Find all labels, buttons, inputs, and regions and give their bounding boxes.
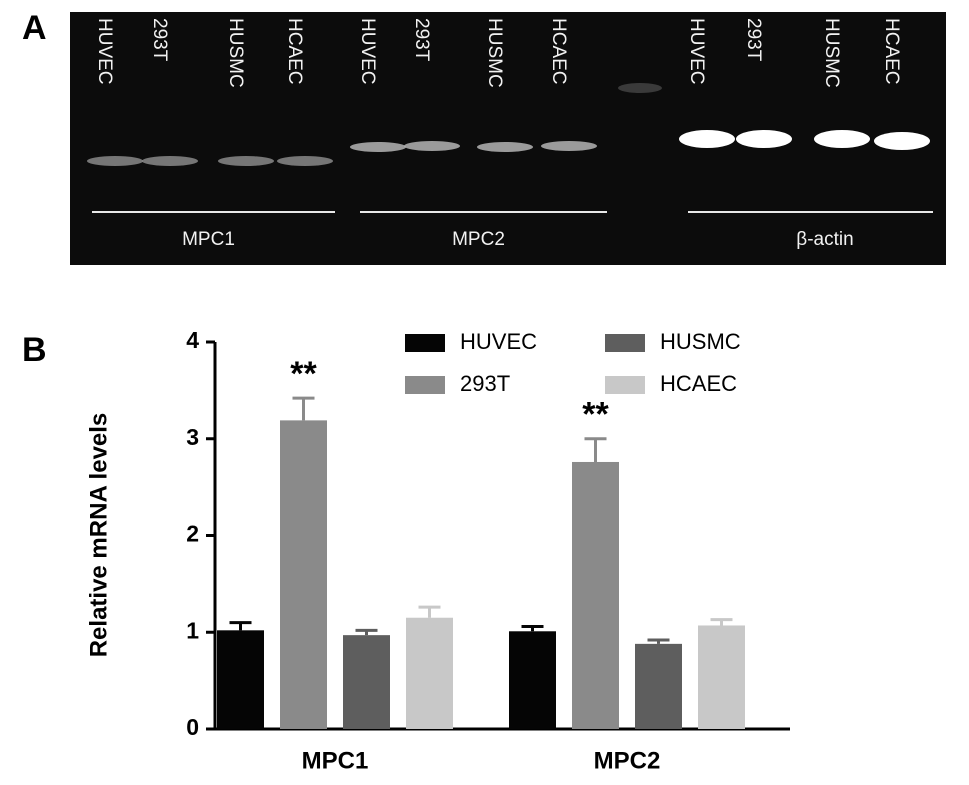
significance-label: ** xyxy=(290,355,317,393)
x-tick-label: MPC2 xyxy=(594,747,661,774)
gel-band xyxy=(874,132,930,150)
error-bar xyxy=(647,638,670,644)
lane-label: 293T xyxy=(743,18,764,62)
group-label: MPC2 xyxy=(452,229,505,250)
x-tick-label: MPC1 xyxy=(302,747,369,774)
y-tick-label: 4 xyxy=(186,327,199,353)
gel-band xyxy=(679,130,735,148)
panel-label: B xyxy=(22,331,47,369)
bar xyxy=(572,461,619,729)
error-bar xyxy=(710,618,733,626)
bar xyxy=(635,643,682,729)
gel-band xyxy=(350,142,406,152)
gel-band xyxy=(541,141,597,151)
legend-swatch xyxy=(605,376,645,394)
lane-label: HCAEC xyxy=(284,18,305,85)
bar xyxy=(343,635,390,729)
lane-label: 293T xyxy=(411,18,432,62)
error-bar xyxy=(355,628,378,636)
legend-swatch xyxy=(405,376,445,394)
error-bar xyxy=(229,621,252,631)
lane-label: HUVEC xyxy=(94,18,115,85)
y-axis-label: Relative mRNA levels xyxy=(85,413,112,658)
error-bar xyxy=(584,437,607,462)
group-label: MPC1 xyxy=(182,229,235,250)
y-tick-label: 3 xyxy=(186,424,199,450)
bar xyxy=(217,630,264,729)
significance-label: ** xyxy=(582,396,609,434)
legend-swatch xyxy=(605,334,645,352)
gel-band xyxy=(218,156,274,166)
gel-band xyxy=(618,83,662,93)
gel-image xyxy=(70,12,946,265)
lane-label: HUVEC xyxy=(686,18,707,85)
gel-band xyxy=(736,130,792,148)
error-bar xyxy=(292,396,315,421)
y-tick-label: 2 xyxy=(186,521,199,547)
lane-label: HUSMC xyxy=(484,18,505,88)
bar xyxy=(280,420,327,729)
legend-label: HUSMC xyxy=(660,329,741,354)
error-bar xyxy=(521,624,544,632)
gel-band xyxy=(277,156,333,166)
gel-band xyxy=(87,156,143,166)
lane-label: HCAEC xyxy=(881,18,902,85)
bar xyxy=(698,625,745,729)
panel-label: A xyxy=(22,9,47,47)
legend-label: HUVEC xyxy=(460,329,537,354)
lane-label: HUVEC xyxy=(357,18,378,85)
gel-band xyxy=(404,141,460,151)
legend-label: HCAEC xyxy=(660,371,737,396)
group-label: β-actin xyxy=(796,229,853,250)
y-tick-label: 1 xyxy=(186,617,199,643)
gel-band xyxy=(477,142,533,152)
lane-label: HCAEC xyxy=(548,18,569,85)
bar xyxy=(406,617,453,729)
legend-swatch xyxy=(405,334,445,352)
bar xyxy=(509,631,556,729)
lane-label: 293T xyxy=(149,18,170,62)
gel-band xyxy=(142,156,198,166)
y-tick-label: 0 xyxy=(186,714,199,740)
legend-label: 293T xyxy=(460,371,510,396)
error-bar xyxy=(418,605,441,618)
gel-band xyxy=(814,130,870,148)
lane-label: HUSMC xyxy=(225,18,246,88)
lane-label: HUSMC xyxy=(821,18,842,88)
